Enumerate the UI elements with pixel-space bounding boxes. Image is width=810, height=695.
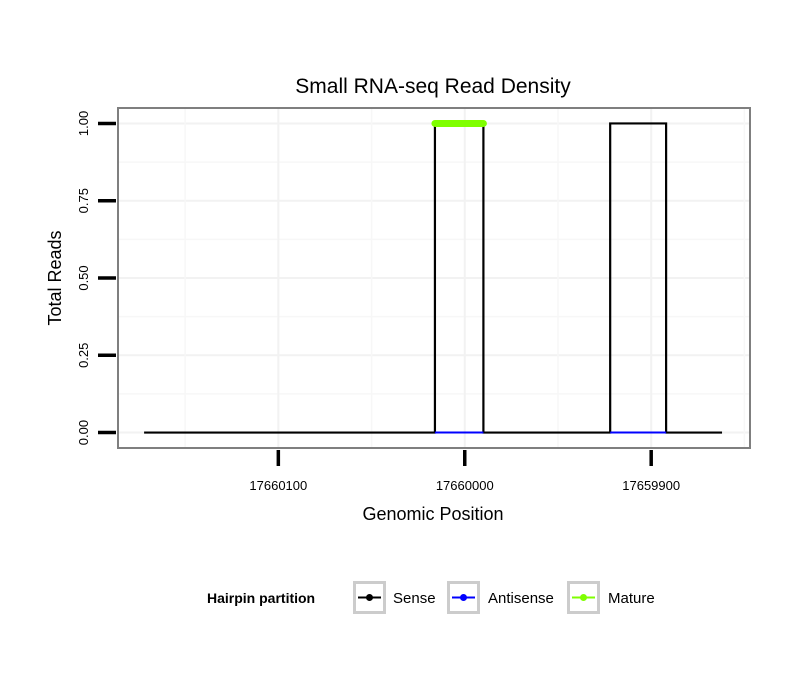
x-axis-label: Genomic Position (362, 504, 503, 524)
y-tick-label: 0.25 (76, 343, 91, 368)
legend-item-sense: Sense (353, 581, 436, 614)
legend: Hairpin partition Sense Antisense Mature (207, 581, 655, 614)
chart-title: Small RNA-seq Read Density (295, 75, 571, 98)
y-tick-label: 0.50 (76, 265, 91, 290)
y-tick-label: 0.00 (76, 420, 91, 445)
legend-label: Mature (608, 590, 655, 607)
y-axis-label: Total Reads (45, 230, 65, 325)
y-tick-label: 0.75 (76, 188, 91, 213)
legend-item-antisense: Antisense (447, 581, 554, 614)
x-tick-label: 17660100 (249, 478, 307, 493)
y-tick-label: 1.00 (76, 111, 91, 136)
series-sense-line (144, 122, 723, 434)
legend-key-point (366, 594, 373, 601)
legend-key-point (580, 594, 587, 601)
x-tick-label: 17659900 (622, 478, 680, 493)
series-layer (144, 119, 723, 434)
legend-item-mature: Mature (567, 581, 655, 614)
x-axis: 17660100 17660000 17659900 (249, 450, 680, 493)
legend-key-box (567, 581, 600, 614)
x-tick-label: 17660000 (436, 478, 494, 493)
legend-title: Hairpin partition (207, 590, 315, 606)
y-axis: 0.00 0.25 0.50 0.75 1.00 (76, 111, 116, 445)
legend-label: Sense (393, 590, 436, 607)
plot-border (117, 107, 751, 449)
legend-key-point (460, 594, 467, 601)
legend-label: Antisense (488, 590, 554, 607)
